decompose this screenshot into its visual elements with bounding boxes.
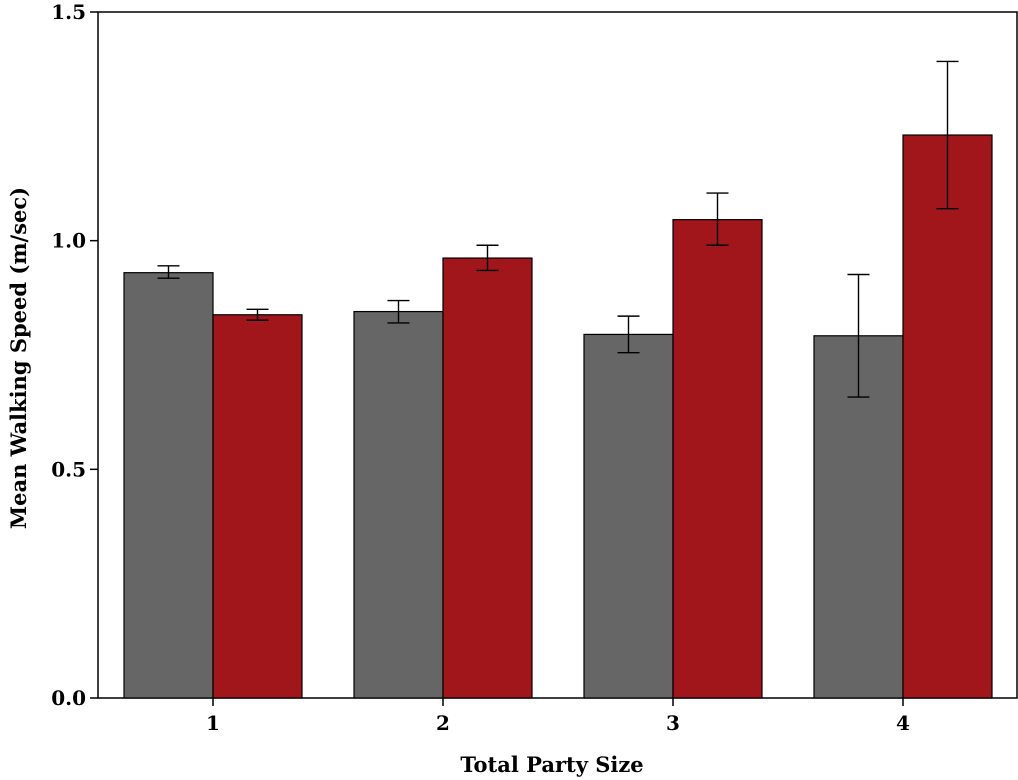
error-bar — [246, 308, 269, 321]
x-axis: 1 2 3 4 — [206, 698, 910, 735]
y-tick-label: 1.5 — [51, 0, 86, 24]
y-axis-title: Mean Walking Speed (m/sec) — [6, 187, 31, 529]
plot-frame — [97, 11, 1018, 699]
error-bar — [476, 244, 499, 272]
x-tick-label: 1 — [206, 711, 220, 735]
bar — [583, 333, 674, 699]
y-axis: 0.0 0.5 1.0 1.5 — [51, 0, 98, 710]
plot-border — [97, 11, 1018, 699]
error-bar — [936, 60, 959, 210]
x-tick-label: 4 — [896, 711, 910, 735]
error-bar — [157, 265, 180, 279]
bar — [212, 314, 303, 699]
bar — [123, 272, 214, 699]
error-bars — [157, 60, 959, 398]
y-tick-label: 0.0 — [51, 686, 86, 710]
bar — [672, 219, 763, 699]
x-tick-label: 2 — [436, 711, 450, 735]
bar — [353, 310, 444, 699]
y-tick-label: 0.5 — [51, 457, 86, 481]
bar — [442, 257, 533, 699]
bar — [902, 134, 993, 699]
error-bar — [706, 192, 729, 246]
error-bar — [847, 273, 870, 398]
bars — [123, 134, 993, 699]
x-axis-title: Total Party Size — [460, 752, 643, 777]
x-tick-label: 3 — [666, 711, 680, 735]
error-bar — [387, 299, 410, 324]
error-bar — [617, 315, 640, 354]
y-tick-label: 1.0 — [51, 229, 86, 253]
